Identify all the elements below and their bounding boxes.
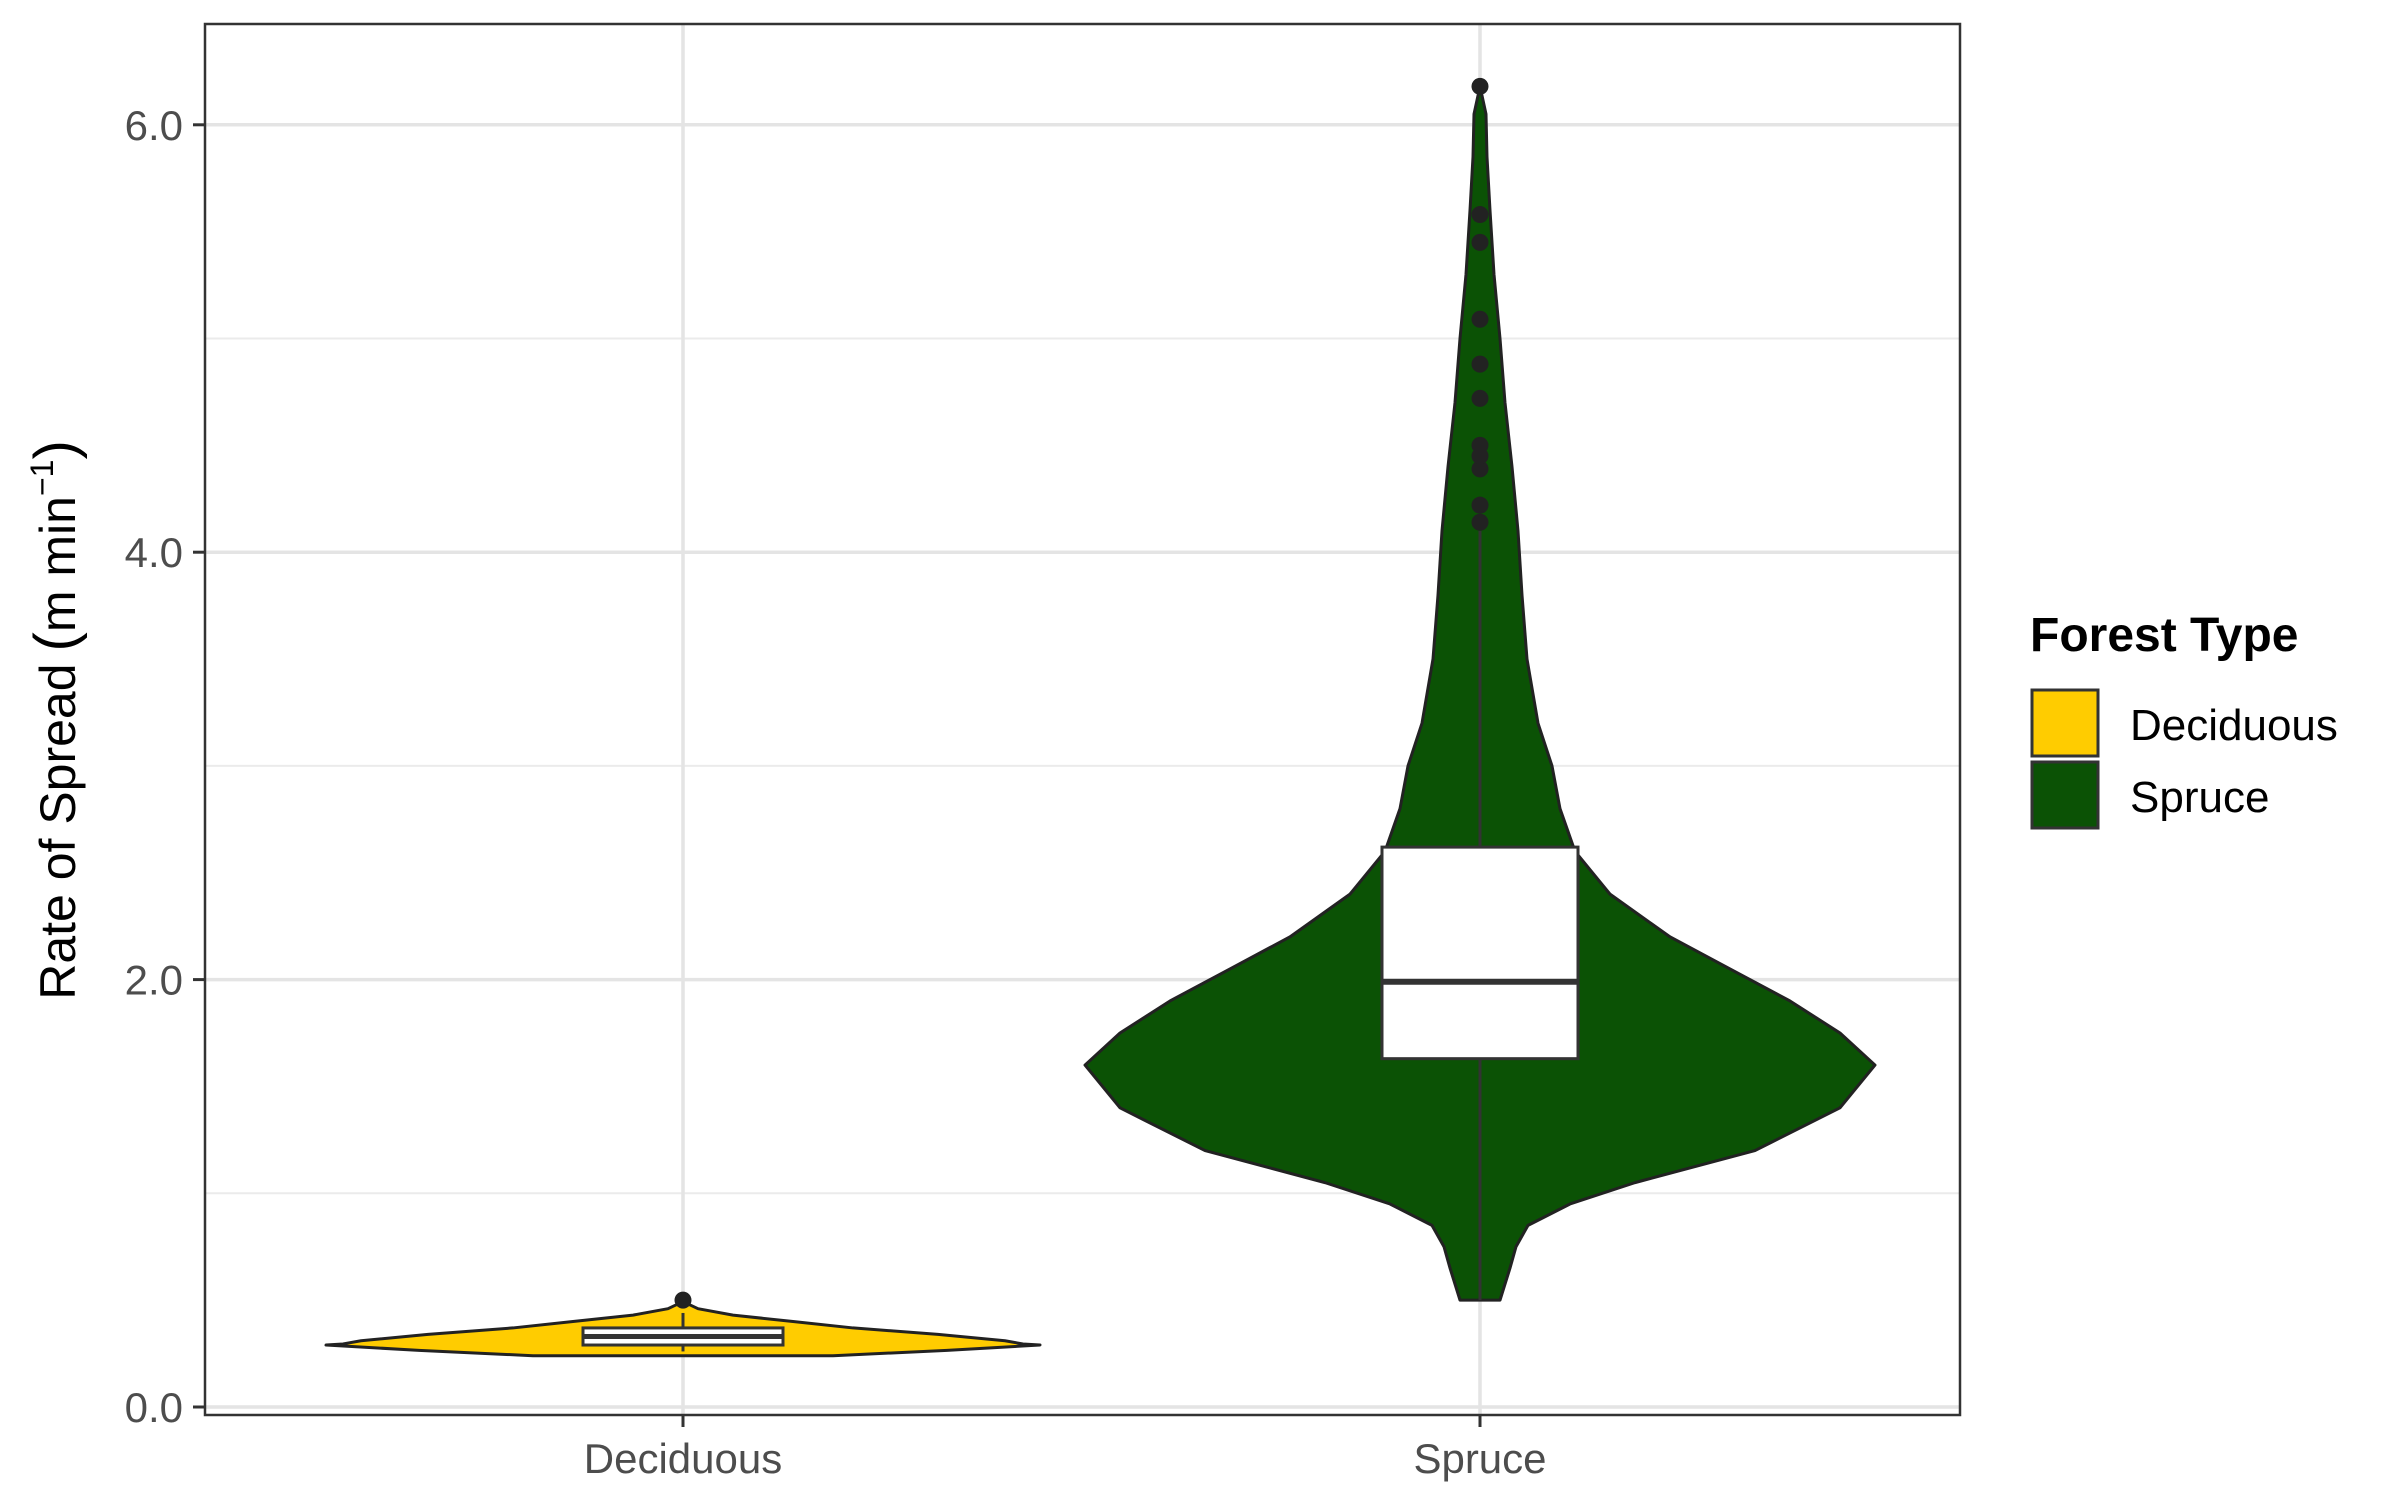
- legend-label-spruce: Spruce: [2130, 773, 2269, 822]
- outlier-point: [1471, 77, 1489, 95]
- panel-border: [203, 22, 1962, 1417]
- y-axis-title-exponent: −1: [24, 460, 60, 496]
- y-tick-label: 2.0: [125, 957, 183, 1004]
- outlier-point: [1471, 310, 1489, 328]
- outlier-point: [1471, 389, 1489, 407]
- x-tick-label: Deciduous: [584, 1435, 782, 1482]
- outlier-point: [1471, 233, 1489, 251]
- legend-label-deciduous: Deciduous: [2130, 701, 2338, 750]
- violins: [324, 77, 1877, 1358]
- y-axis-title-unit: m min: [30, 496, 86, 632]
- legend-swatch-spruce: [2030, 760, 2100, 830]
- box-spruce: [1380, 845, 1580, 1061]
- legend-title: Forest Type: [2030, 609, 2299, 662]
- legend: Forest Type Deciduous Spruce: [2030, 609, 2338, 830]
- outlier-point: [1471, 460, 1489, 478]
- y-tick-label: 4.0: [125, 529, 183, 576]
- y-axis-title-text: Rate of Spread: [30, 663, 86, 999]
- outlier-point: [1471, 513, 1489, 531]
- outlier-point: [1471, 436, 1489, 454]
- y-axis-title: Rate of Spread(m min−1): [23, 440, 88, 1000]
- axes: 0.0 2.0 4.0 6.0 Deciduous Spruce: [125, 102, 1547, 1482]
- legend-swatch-deciduous: [2030, 688, 2100, 758]
- y-tick-label: 0.0: [125, 1384, 183, 1431]
- outlier-point: [1471, 206, 1489, 224]
- y-tick-label: 6.0: [125, 102, 183, 149]
- outlier-point: [1471, 355, 1489, 373]
- x-tick-label: Spruce: [1413, 1435, 1546, 1482]
- outlier-point: [1471, 496, 1489, 514]
- panel-background: [205, 24, 1960, 1415]
- outlier-point: [674, 1291, 692, 1309]
